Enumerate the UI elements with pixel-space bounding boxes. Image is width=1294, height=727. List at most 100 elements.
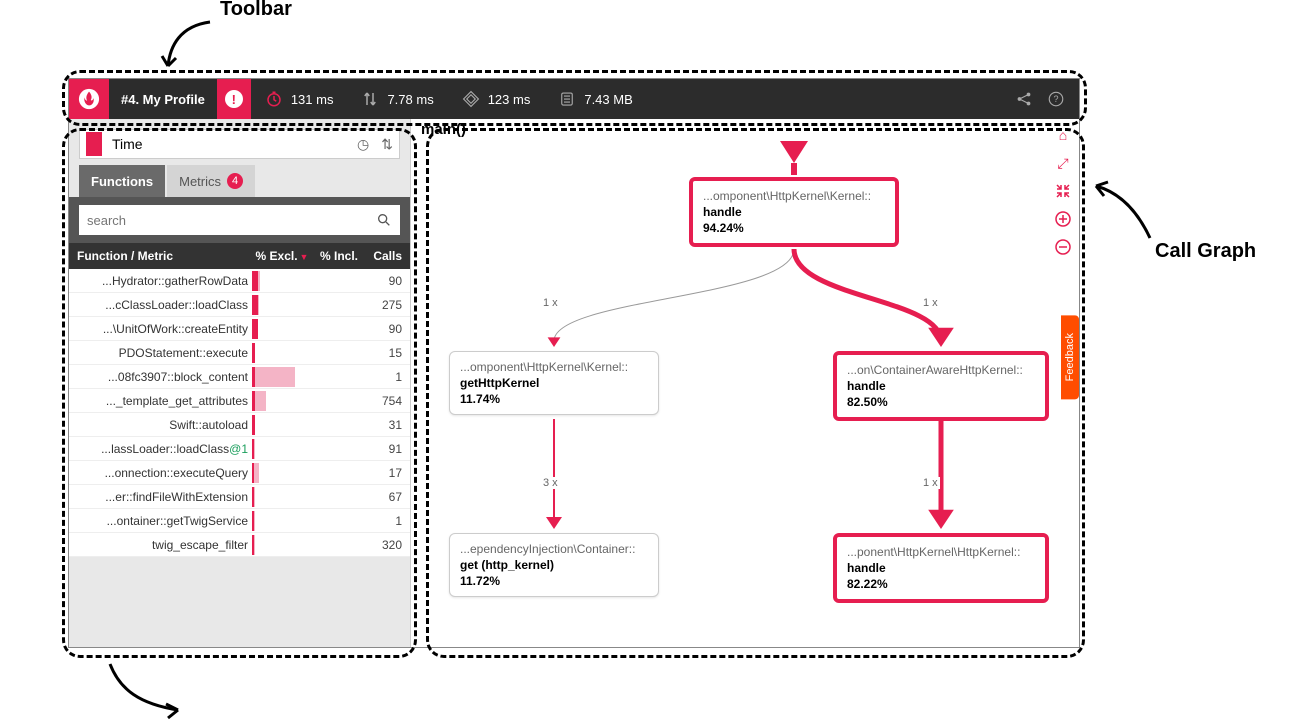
svg-text:?: ? <box>1053 94 1058 104</box>
table-row[interactable]: ...er::findFileWithExtension 67 <box>69 485 410 509</box>
row-function-name: ..._template_get_attributes <box>69 394 252 408</box>
node-function: get (http_kernel) <box>460 558 648 572</box>
row-calls: 31 <box>366 418 410 432</box>
table-row[interactable]: ...onnection::executeQuery17 <box>69 461 410 485</box>
row-calls: 1 <box>366 514 410 528</box>
graph-controls: ⌂ ⤢ <box>1053 125 1073 257</box>
row-function-name: twig_escape_filter <box>69 538 252 552</box>
table-row[interactable]: ...lassLoader::loadClass@1 91 <box>69 437 410 461</box>
th-excl[interactable]: % Excl.▼ <box>252 249 312 263</box>
table-body: ...Hydrator::gatherRowData90...cClassLoa… <box>69 269 410 557</box>
dimension-selector[interactable]: Time ◷ ⇅ <box>79 129 400 159</box>
metric-wallclock[interactable]: 131 ms <box>251 90 348 108</box>
feedback-tab[interactable]: Feedback <box>1061 315 1079 399</box>
table-row[interactable]: twig_escape_filter 320 <box>69 533 410 557</box>
table-row[interactable]: PDOStatement::execute 15 <box>69 341 410 365</box>
help-icon[interactable]: ? <box>1047 90 1065 108</box>
row-bar <box>252 533 366 557</box>
row-bar <box>252 293 366 317</box>
expand-icon[interactable]: ⤢ <box>1053 153 1073 173</box>
profile-title[interactable]: #4. My Profile <box>109 92 217 107</box>
row-function-name: ...er::findFileWithExtension <box>69 490 252 504</box>
metric-memory-value: 7.43 MB <box>584 92 632 107</box>
row-calls: 754 <box>366 394 410 408</box>
row-function-name: ...cClassLoader::loadClass <box>69 298 252 312</box>
row-bar <box>252 485 366 509</box>
table-row[interactable]: ...ontainer::getTwigService1 <box>69 509 410 533</box>
row-bar <box>252 269 366 293</box>
dimension-color-swatch <box>86 132 102 156</box>
table-row[interactable]: ...\UnitOfWork::createEntity90 <box>69 317 410 341</box>
logo-flame-icon[interactable] <box>69 79 109 119</box>
edge-label: 1 x <box>921 477 940 489</box>
table-header: Function / Metric % Excl.▼ % Incl. Calls <box>69 243 410 269</box>
node-percent: 82.50% <box>847 395 1035 409</box>
row-function-name: Swift::autoload <box>69 418 252 432</box>
function-list-panel: Time ◷ ⇅ Functions Metrics4 Function / M… <box>69 119 411 647</box>
alert-icon: ! <box>225 90 243 108</box>
annotation-callgraph: Call Graph <box>1155 240 1256 263</box>
th-incl[interactable]: % Incl. <box>312 249 366 263</box>
row-calls: 320 <box>366 538 410 552</box>
collapse-icon[interactable] <box>1053 181 1073 201</box>
row-function-name: ...lassLoader::loadClass@1 <box>69 442 252 456</box>
annotation-arrow-toolbar <box>150 16 230 76</box>
row-calls: 91 <box>366 442 410 456</box>
row-bar <box>252 413 366 437</box>
edge-label: 1 x <box>541 297 560 309</box>
graph-node[interactable]: ...omponent\HttpKernel\Kernel::handle94.… <box>689 177 899 247</box>
row-function-name: ...08fc3907::block_content <box>69 370 252 384</box>
graph-node[interactable]: ...omponent\HttpKernel\Kernel::getHttpKe… <box>449 351 659 415</box>
zoom-out-icon[interactable] <box>1053 237 1073 257</box>
alert-button[interactable]: ! <box>217 79 251 119</box>
row-calls: 90 <box>366 274 410 288</box>
memory-icon <box>558 90 576 108</box>
metric-cpu[interactable]: 123 ms <box>448 90 545 108</box>
clock-small-icon: ◷ <box>351 136 375 153</box>
share-icon[interactable] <box>1015 90 1033 108</box>
graph-node[interactable]: ...on\ContainerAwareHttpKernel::handle82… <box>833 351 1049 421</box>
metric-cpu-value: 123 ms <box>488 92 531 107</box>
node-function: handle <box>847 561 1035 575</box>
annotation-arrow-callgraph <box>1088 168 1168 248</box>
tab-functions[interactable]: Functions <box>79 165 165 197</box>
row-bar <box>252 365 366 389</box>
metric-memory[interactable]: 7.43 MB <box>544 90 646 108</box>
graph-node[interactable]: ...ponent\HttpKernel\HttpKernel::handle8… <box>833 533 1049 603</box>
io-icon <box>361 90 379 108</box>
node-function: handle <box>703 205 885 219</box>
row-calls: 90 <box>366 322 410 336</box>
annotation-toolbar: Toolbar <box>220 0 292 21</box>
chevron-updown-icon: ⇅ <box>375 136 399 153</box>
node-percent: 82.22% <box>847 577 1035 591</box>
row-bar <box>252 461 366 485</box>
row-bar <box>252 341 366 365</box>
graph-node[interactable]: ...ependencyInjection\Container::get (ht… <box>449 533 659 597</box>
search-input[interactable] <box>87 213 376 228</box>
th-calls[interactable]: Calls <box>366 249 410 263</box>
edge-label: 1 x <box>921 297 940 309</box>
table-row[interactable]: ..._template_get_attributes 754 <box>69 389 410 413</box>
home-icon[interactable]: ⌂ <box>1053 125 1073 145</box>
zoom-in-icon[interactable] <box>1053 209 1073 229</box>
row-function-name: PDOStatement::execute <box>69 346 252 360</box>
row-calls: 67 <box>366 490 410 504</box>
search-icon[interactable] <box>376 212 392 228</box>
node-namespace: ...omponent\HttpKernel\Kernel:: <box>460 360 648 374</box>
search-box <box>79 205 400 235</box>
sort-desc-icon: ▼ <box>300 252 309 262</box>
metric-wallclock-value: 131 ms <box>291 92 334 107</box>
row-calls: 15 <box>366 346 410 360</box>
node-namespace: ...ponent\HttpKernel\HttpKernel:: <box>847 545 1035 559</box>
table-row[interactable]: Swift::autoload 31 <box>69 413 410 437</box>
table-row[interactable]: ...cClassLoader::loadClass275 <box>69 293 410 317</box>
table-row[interactable]: ...08fc3907::block_content1 <box>69 365 410 389</box>
clock-icon <box>265 90 283 108</box>
node-percent: 11.74% <box>460 392 648 406</box>
tab-metrics[interactable]: Metrics4 <box>167 165 255 197</box>
th-function[interactable]: Function / Metric <box>69 249 252 263</box>
metric-io[interactable]: 7.78 ms <box>347 90 447 108</box>
node-namespace: ...on\ContainerAwareHttpKernel:: <box>847 363 1035 377</box>
table-row[interactable]: ...Hydrator::gatherRowData90 <box>69 269 410 293</box>
call-graph-panel[interactable]: main() ...omponent\HttpKernel\Kernel::ha… <box>411 119 1079 647</box>
